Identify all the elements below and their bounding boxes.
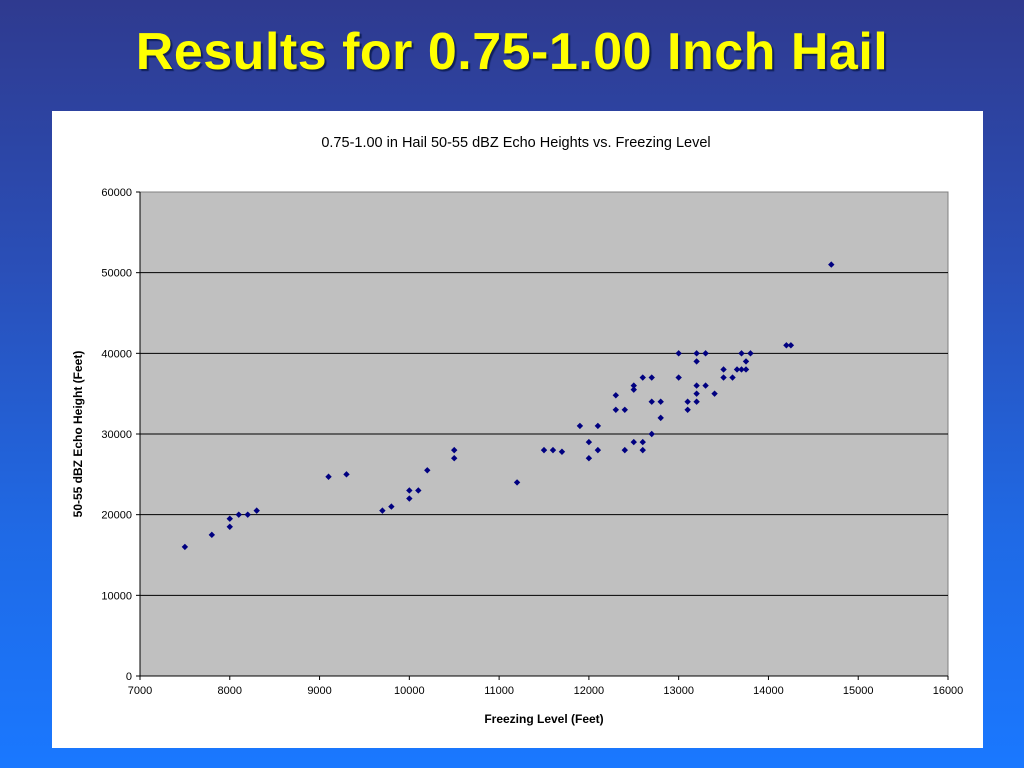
data-point bbox=[693, 398, 700, 405]
x-tick-label: 16000 bbox=[933, 685, 964, 697]
data-point bbox=[747, 350, 754, 357]
data-point bbox=[729, 374, 736, 381]
data-point bbox=[585, 455, 593, 462]
data-point bbox=[379, 507, 386, 514]
data-point bbox=[675, 350, 682, 357]
x-tick-label: 9000 bbox=[307, 685, 331, 697]
data-point bbox=[630, 386, 637, 393]
chart-title: 0.75-1.00 in Hail 50-55 dBZ Echo Heights… bbox=[321, 135, 710, 151]
x-axis-label: Freezing Level (Feet) bbox=[484, 712, 603, 726]
y-tick-label: 50000 bbox=[101, 268, 132, 280]
y-tick-label: 10000 bbox=[101, 590, 132, 602]
x-tick-label: 10000 bbox=[394, 685, 425, 697]
data-point bbox=[720, 366, 727, 373]
tick-labels: 0 10000 20000 30000 40000 50000 60000 7000 8000 9… bbox=[101, 187, 963, 697]
data-point bbox=[742, 366, 750, 373]
data-point bbox=[612, 392, 620, 399]
data-point bbox=[594, 422, 602, 430]
data-point bbox=[415, 487, 422, 494]
data-point bbox=[648, 398, 655, 405]
data-point bbox=[693, 390, 700, 397]
data-point bbox=[693, 382, 700, 389]
data-point bbox=[648, 430, 655, 438]
data-point bbox=[639, 438, 646, 446]
x-tick-label: 15000 bbox=[843, 685, 874, 697]
y-tick-label: 20000 bbox=[101, 510, 132, 522]
data-point bbox=[451, 455, 458, 462]
data-point bbox=[253, 507, 260, 514]
slide-title: Results for 0.75-1.00 Inch Hail bbox=[135, 23, 889, 81]
data-point bbox=[639, 374, 646, 381]
data-point bbox=[702, 382, 709, 389]
scatter-chart: 0.75-1.00 in Hail 50-55 dBZ Echo Heights… bbox=[71, 135, 963, 726]
y-tick-label: 40000 bbox=[101, 348, 132, 360]
chart-panel: 0.75-1.00 in Hail 50-55 dBZ Echo Heights… bbox=[52, 111, 983, 748]
data-point bbox=[549, 446, 557, 454]
data-point bbox=[576, 422, 584, 430]
data-point bbox=[657, 414, 664, 422]
y-tick-label: 60000 bbox=[101, 187, 132, 199]
x-tick-label: 12000 bbox=[574, 685, 605, 697]
data-point bbox=[630, 382, 637, 389]
data-point bbox=[639, 446, 646, 454]
y-tick-label: 0 bbox=[126, 671, 132, 683]
data-point bbox=[406, 495, 413, 502]
data-point bbox=[424, 467, 431, 474]
data-point bbox=[684, 398, 691, 405]
data-point bbox=[783, 342, 790, 349]
data-point bbox=[693, 358, 700, 365]
data-point bbox=[325, 473, 332, 480]
data-point bbox=[720, 374, 727, 381]
x-tick-label: 8000 bbox=[218, 685, 242, 697]
data-point bbox=[738, 366, 745, 373]
data-point bbox=[612, 406, 620, 413]
data-point bbox=[787, 342, 795, 349]
gridlines bbox=[140, 272, 948, 596]
data-point bbox=[181, 543, 189, 551]
data-point bbox=[738, 350, 745, 357]
y-tick-label: 30000 bbox=[101, 429, 132, 441]
data-point bbox=[742, 358, 750, 365]
data-point bbox=[693, 350, 700, 357]
data-point bbox=[733, 366, 741, 373]
data-point bbox=[558, 448, 566, 455]
data-point bbox=[621, 446, 628, 454]
x-tick-label: 7000 bbox=[128, 685, 152, 697]
data-point bbox=[513, 479, 521, 486]
data-point bbox=[388, 503, 395, 510]
data-point bbox=[585, 438, 593, 446]
data-point bbox=[657, 398, 664, 405]
data-point bbox=[675, 374, 682, 381]
data-point bbox=[828, 261, 835, 268]
x-tick-label: 14000 bbox=[753, 685, 784, 697]
data-point bbox=[406, 487, 413, 494]
data-point bbox=[711, 390, 718, 397]
data-point bbox=[630, 438, 637, 446]
data-point bbox=[594, 446, 602, 454]
data-point bbox=[702, 350, 709, 357]
x-tick-label: 11000 bbox=[484, 685, 514, 697]
data-points bbox=[181, 261, 835, 551]
axes bbox=[136, 191, 949, 680]
data-point bbox=[684, 406, 691, 413]
data-point bbox=[621, 406, 628, 413]
data-point bbox=[540, 446, 548, 454]
data-point bbox=[451, 446, 458, 454]
y-axis-label: 50-55 dBZ Echo Height (Feet) bbox=[71, 351, 85, 518]
x-tick-label: 13000 bbox=[663, 685, 694, 697]
data-point bbox=[343, 471, 350, 478]
data-point bbox=[648, 374, 655, 381]
